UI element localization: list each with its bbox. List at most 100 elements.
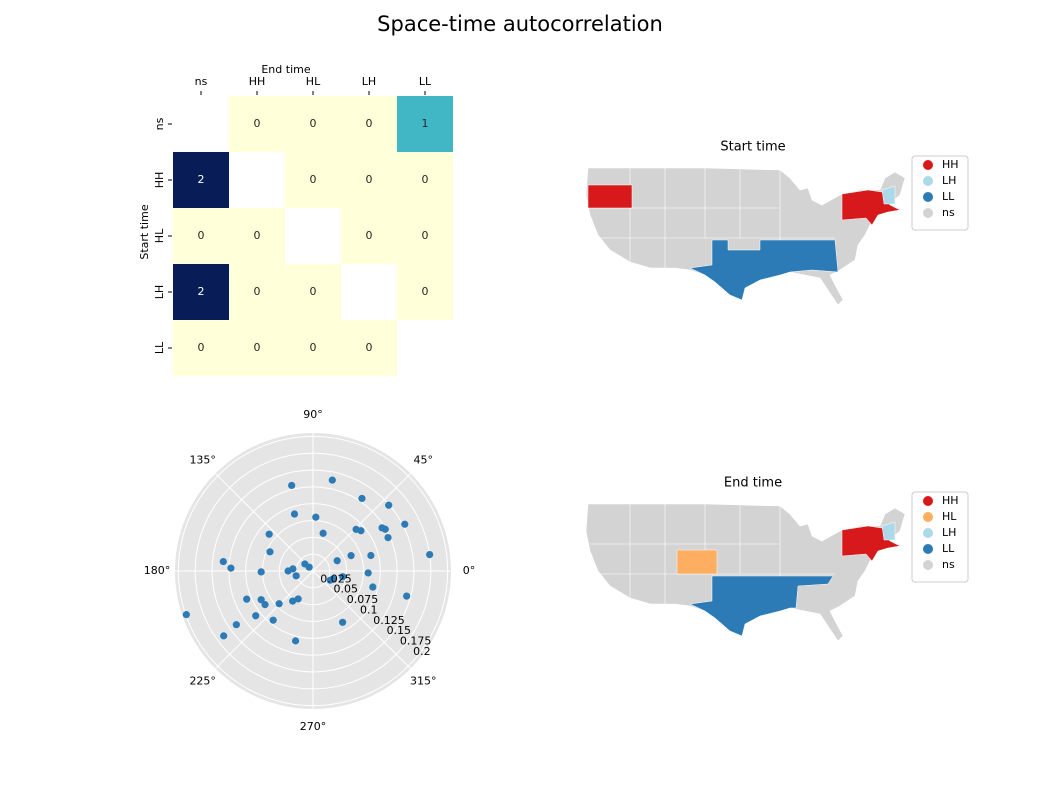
r-tick-label: 0.175 xyxy=(400,635,432,648)
x-axis-label: End time xyxy=(261,63,310,76)
legend-marker xyxy=(923,544,933,554)
cell-label: 0 xyxy=(254,117,261,130)
cell-label: 0 xyxy=(366,173,373,186)
legend-label: LH xyxy=(942,526,956,539)
theta-tick-label: 270° xyxy=(300,720,327,733)
legend-marker xyxy=(923,192,933,202)
theta-tick-label: 45° xyxy=(414,454,434,467)
cell xyxy=(229,208,285,264)
map-panel: End time HH HL LH LL ns xyxy=(585,476,969,642)
cell-label: 0 xyxy=(310,285,317,298)
cell-label: 0 xyxy=(366,229,373,242)
cell xyxy=(285,152,341,208)
r-tick-label: 0.05 xyxy=(334,583,359,596)
figure-title: Space-time autocorrelation xyxy=(377,12,663,36)
cell xyxy=(173,152,229,208)
point xyxy=(347,552,355,560)
point xyxy=(364,569,372,577)
point xyxy=(290,510,299,518)
legend-label: ns xyxy=(942,558,955,571)
r-tick-label: 0.1 xyxy=(360,603,378,616)
region xyxy=(689,575,834,637)
theta-grid xyxy=(215,570,314,669)
region xyxy=(881,521,896,541)
r-tick-label: 0.15 xyxy=(387,624,412,637)
point xyxy=(219,557,227,566)
point xyxy=(269,616,277,624)
cell-label: 0 xyxy=(422,173,429,186)
region xyxy=(881,185,896,205)
cell xyxy=(341,208,397,264)
cell xyxy=(173,264,229,320)
cell xyxy=(229,96,285,152)
cell xyxy=(341,96,397,152)
point xyxy=(257,596,265,604)
point xyxy=(305,563,313,571)
x-tick-label: HH xyxy=(249,75,266,88)
cell xyxy=(397,264,453,320)
state-borders xyxy=(590,504,835,611)
theta-grid xyxy=(215,473,314,572)
region xyxy=(676,549,718,575)
point xyxy=(333,557,341,565)
theta-grid xyxy=(312,473,411,572)
cell xyxy=(285,320,341,376)
legend-marker xyxy=(923,208,933,218)
cell-label: 2 xyxy=(198,285,205,298)
point xyxy=(384,533,392,542)
theta-tick-label: 90° xyxy=(303,408,323,421)
legend-marker xyxy=(923,176,933,186)
theta-tick-label: 0° xyxy=(463,564,476,577)
cell-label: 0 xyxy=(310,117,317,130)
y-tick-label: HH xyxy=(153,172,166,189)
cell-label: 0 xyxy=(422,229,429,242)
legend-marker xyxy=(923,512,933,522)
r-tick-label: 0.075 xyxy=(347,593,379,606)
legend-label: HH xyxy=(942,158,959,171)
cell-label: 0 xyxy=(366,341,373,354)
cell xyxy=(285,96,341,152)
point xyxy=(252,612,260,620)
r-tick-label: 0.2 xyxy=(413,645,431,658)
map-title: Start time xyxy=(720,140,785,155)
cell-label: 0 xyxy=(254,285,261,298)
map-title: End time xyxy=(724,476,782,491)
cell-label: 0 xyxy=(422,285,429,298)
cell xyxy=(341,152,397,208)
point xyxy=(339,573,347,581)
point xyxy=(312,513,320,521)
cell xyxy=(285,264,341,320)
point xyxy=(367,551,375,560)
region xyxy=(689,239,839,301)
point xyxy=(319,529,327,537)
point xyxy=(275,600,283,608)
legend-label: LL xyxy=(942,190,955,203)
point xyxy=(266,548,274,556)
legend-label: HL xyxy=(942,510,957,523)
cell-label: 0 xyxy=(310,341,317,354)
point xyxy=(227,564,235,572)
theta-tick-label: 135° xyxy=(189,454,216,467)
cell-label: 0 xyxy=(198,341,205,354)
theta-tick-label: 225° xyxy=(189,674,216,687)
point xyxy=(329,575,337,583)
cell-label: 0 xyxy=(198,229,205,242)
theta-tick-label: 315° xyxy=(410,674,437,687)
y-axis-label: Start time xyxy=(138,204,151,259)
point xyxy=(289,565,297,573)
legend-box xyxy=(911,155,969,231)
point xyxy=(265,530,273,538)
point xyxy=(294,595,302,603)
point xyxy=(339,618,347,626)
cell-label: 0 xyxy=(254,341,261,354)
point xyxy=(357,527,365,535)
cell xyxy=(341,320,397,376)
point xyxy=(369,583,377,591)
cell xyxy=(229,320,285,376)
point xyxy=(261,600,269,609)
y-tick-label: ns xyxy=(153,117,166,130)
legend-box xyxy=(911,491,969,583)
point xyxy=(358,494,366,503)
point xyxy=(401,520,409,528)
